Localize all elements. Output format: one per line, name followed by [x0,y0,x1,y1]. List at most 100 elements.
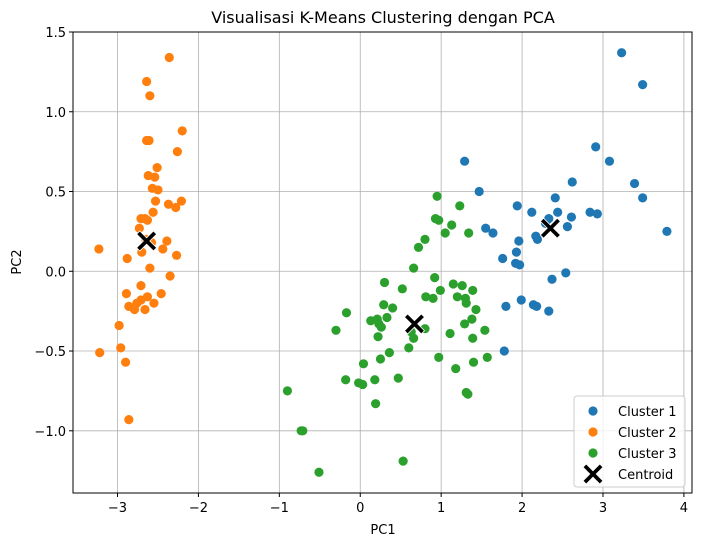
data-point [451,363,461,374]
x-tick-label: −3 [108,501,127,516]
data-point [397,284,407,294]
y-tick-label: −1.0 [34,425,66,440]
data-point [566,212,577,222]
data-point [420,234,430,244]
y-tick-label: 0.0 [45,265,66,280]
data-point [177,126,187,136]
data-point [134,223,144,233]
data-point [561,268,571,278]
series-cluster-1 [460,48,672,356]
data-point [547,274,557,284]
data-point [376,322,386,332]
data-point [409,333,419,343]
data-point [638,80,648,90]
data-point [388,303,398,313]
data-point [553,207,563,217]
series-cluster-2 [94,52,187,425]
data-point [409,263,419,273]
data-point [501,301,511,311]
data-point [617,48,627,58]
data-point [162,236,172,246]
data-point [379,277,390,288]
data-point [488,228,498,238]
data-point [455,201,465,211]
data-point [116,343,126,353]
data-point [140,304,150,315]
data-point [532,234,543,244]
data-point [460,156,470,166]
data-point [152,162,162,173]
series-cluster-3 [282,191,492,477]
data-point [604,156,615,166]
x-axis-ticks: −3 −2 −1 0 1 2 3 4 [108,493,688,516]
x-tick-label: 1 [437,501,445,516]
data-point [592,209,602,219]
data-point [114,320,124,331]
data-point [398,456,408,466]
legend-marker-centroid [582,463,604,485]
data-point [591,142,601,152]
data-point [393,373,403,383]
data-point [142,76,152,87]
data-point [142,215,153,225]
data-point [434,215,444,225]
data-point [498,253,508,264]
data-point [149,298,159,308]
data-point [145,263,155,273]
legend-marker-cluster-3 [588,448,598,458]
data-point [585,207,595,217]
data-point [366,316,376,326]
data-point [341,375,351,385]
data-point [282,386,293,396]
data-point [428,293,438,303]
data-point [532,301,542,311]
chart-title: Visualisasi K-Means Clustering dengan PC… [211,8,555,27]
data-point [447,220,457,230]
data-point [515,260,525,270]
data-point [341,308,352,318]
x-tick-label: −2 [189,501,208,516]
legend-marker-cluster-1 [588,406,598,416]
data-point [171,202,181,213]
data-point [464,228,474,238]
y-axis-ticks: −1.0 −0.5 0.0 0.5 1.0 1.5 [34,26,73,440]
data-point [474,186,484,197]
data-point [153,185,163,195]
data-point [373,332,383,342]
data-point [421,292,431,302]
legend-box [573,395,686,488]
data-point [136,281,146,291]
data-point [384,348,394,358]
data-point [481,223,491,233]
y-tick-label: −0.5 [34,345,66,360]
data-point [370,375,380,385]
x-axis-label: PC1 [370,523,395,538]
data-point [121,289,132,299]
data-point [375,354,386,364]
data-point [468,333,478,343]
x-tick-label: −1 [270,501,289,516]
data-point [432,191,442,201]
centroid-marker [539,217,561,239]
data-point [165,271,175,281]
data-point [430,273,440,283]
data-point [163,199,174,209]
data-point [371,399,381,409]
data-point [467,314,477,324]
data-point [516,295,526,305]
plot-frame [72,31,693,494]
data-point [527,207,537,217]
data-point [172,147,182,157]
data-point [413,242,424,252]
data-point [514,236,524,246]
data-point [457,281,467,291]
data-point [314,467,324,477]
centroid-marker [403,313,426,335]
data-point [404,343,414,353]
data-point [171,250,182,260]
data-point [440,228,450,238]
x-tick-label: 2 [518,501,526,516]
data-point [638,193,648,203]
data-point [358,379,368,390]
